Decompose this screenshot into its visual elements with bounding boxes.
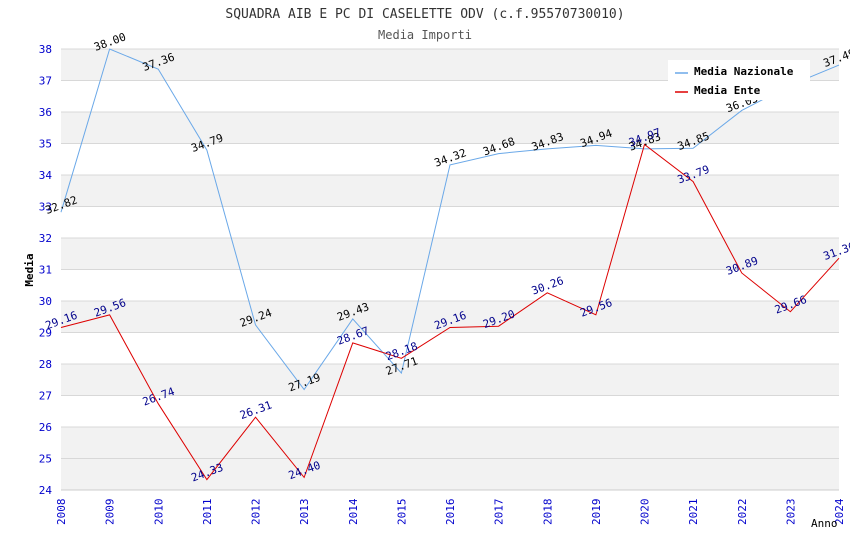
y-tick-label: 36 [39, 106, 52, 119]
y-axis-label: Media [23, 253, 36, 286]
plot-band [61, 427, 839, 459]
x-tick-label: 2021 [687, 499, 700, 526]
x-tick-label: 2018 [541, 499, 554, 526]
x-tick-label: 2014 [347, 498, 360, 525]
plot-band [61, 364, 839, 396]
series-lines [60, 48, 840, 481]
x-axis-label: Anno [811, 517, 838, 530]
x-tick-label: 2016 [444, 499, 457, 526]
y-tick-label: 35 [39, 138, 52, 151]
y-tick-label: 29 [39, 327, 52, 340]
x-tick-label: 2019 [590, 499, 603, 526]
legend-box [668, 60, 810, 100]
plot-band [61, 112, 839, 144]
plot-band [61, 206, 839, 238]
plot-band [61, 175, 839, 207]
legend-label-media-ente: Media Ente [694, 84, 761, 97]
x-tick-label: 2010 [152, 499, 165, 526]
series-line-media-nazionale [60, 48, 840, 391]
y-tick-label: 38 [39, 43, 52, 56]
x-tick-label: 2009 [104, 499, 117, 526]
y-tick-label: 26 [39, 421, 52, 434]
legend: Media Nazionale Media Ente [668, 60, 810, 100]
plot-band [61, 332, 839, 364]
plot-band [61, 395, 839, 427]
plot-band [61, 458, 839, 490]
y-axis-tick-labels: 24 25 26 27 28 29 30 31 32 33 34 35 36 37 38 [39, 43, 53, 497]
y-tick-label: 24 [39, 484, 53, 497]
x-tick-label: 2012 [250, 499, 263, 526]
y-tick-label: 33 [39, 201, 52, 214]
x-tick-label: 2011 [201, 499, 214, 526]
chart-subtitle: Media Importi [378, 28, 472, 42]
x-tick-label: 2023 [784, 499, 797, 526]
plot-band [61, 269, 839, 301]
plot-band [61, 143, 839, 175]
y-tick-label: 31 [39, 264, 52, 277]
x-tick-label: 2022 [736, 499, 749, 526]
plot-background-bands [61, 49, 839, 490]
y-tick-label: 37 [39, 75, 52, 88]
y-tick-label: 27 [39, 390, 52, 403]
plot-band [61, 238, 839, 270]
y-tick-label: 30 [39, 295, 52, 308]
y-tick-label: 28 [39, 358, 52, 371]
y-tick-label: 34 [39, 169, 53, 182]
x-tick-label: 2017 [493, 499, 506, 526]
legend-label-media-nazionale: Media Nazionale [694, 65, 794, 78]
x-tick-label: 2020 [639, 499, 652, 526]
x-tick-label: 2015 [395, 499, 408, 526]
x-tick-label: 2008 [55, 499, 68, 526]
x-axis-tick-labels: 2008 2009 2010 2011 2012 2013 2014 2015 2016 2017… [55, 498, 846, 525]
y-tick-label: 25 [39, 453, 52, 466]
series-line-media-ente [60, 143, 840, 481]
chart-title: SQUADRA AIB E PC DI CASELETTE ODV (c.f.9… [225, 7, 624, 22]
x-tick-label: 2013 [298, 499, 311, 526]
y-tick-label: 32 [39, 232, 52, 245]
x-tick-label: 2024 [833, 498, 846, 525]
gridlines [61, 48, 839, 491]
